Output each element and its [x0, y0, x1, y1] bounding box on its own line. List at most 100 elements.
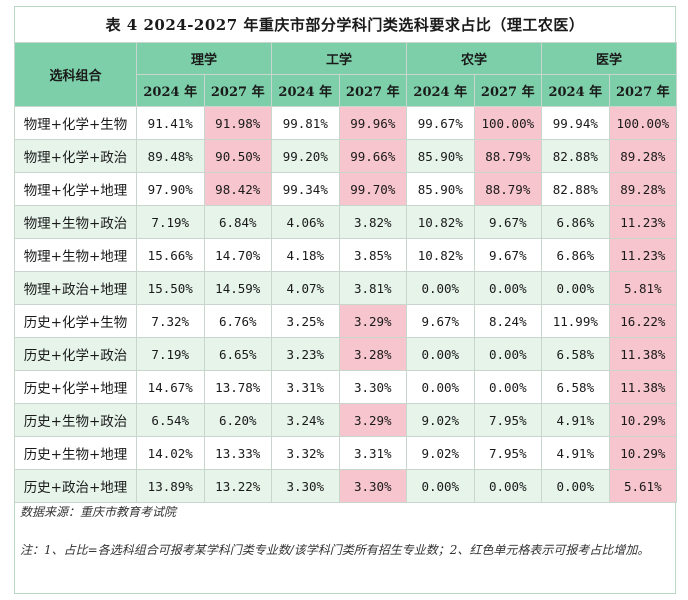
value-cell: 14.70%: [203, 238, 273, 272]
table-row: 物理+化学+地理 97.90% 98.42% 99.34% 99.70% 85.90% 88…: [14, 172, 678, 206]
value-cell: 4.91%: [541, 436, 610, 470]
group-header-medicine: 医学: [541, 42, 678, 75]
value-cell: 6.20%: [203, 403, 273, 437]
value-cell: 6.84%: [203, 205, 273, 239]
combo-cell: 历史+政治+地理: [14, 469, 137, 503]
value-cell: 88.79%: [473, 139, 543, 173]
combo-cell: 历史+化学+生物: [14, 304, 137, 338]
value-cell: 3.28%: [338, 337, 408, 371]
table-row: 物理+化学+政治 89.48% 90.50% 99.20% 99.66% 85.90% 88…: [14, 139, 678, 173]
value-cell: 7.19%: [136, 337, 205, 371]
value-cell: 3.85%: [338, 238, 408, 272]
value-cell: 88.79%: [473, 172, 543, 206]
value-cell: 99.94%: [541, 106, 610, 140]
value-cell: 13.22%: [203, 469, 273, 503]
value-cell: 89.48%: [136, 139, 205, 173]
value-cell: 0.00%: [406, 337, 475, 371]
group-header-agriculture: 农学: [406, 42, 543, 75]
table-row: 历史+生物+地理 14.02% 13.33% 3.32% 3.31% 9.02% 7.95%…: [14, 436, 678, 470]
value-cell: 3.24%: [271, 403, 340, 437]
year-header: 2027 年: [203, 74, 273, 107]
value-cell: 5.61%: [608, 469, 678, 503]
year-header: 2024 年: [136, 74, 205, 107]
value-cell: 0.00%: [406, 271, 475, 305]
combo-cell: 物理+化学+地理: [14, 172, 137, 206]
value-cell: 98.42%: [203, 172, 273, 206]
value-cell: 99.81%: [271, 106, 340, 140]
value-cell: 6.58%: [541, 370, 610, 404]
value-cell: 9.67%: [473, 238, 543, 272]
value-cell: 4.07%: [271, 271, 340, 305]
value-cell: 3.25%: [271, 304, 340, 338]
value-cell: 0.00%: [406, 370, 475, 404]
table-row: 历史+政治+地理 13.89% 13.22% 3.30% 3.30% 0.00% 0.00%…: [14, 469, 678, 503]
value-cell: 5.81%: [608, 271, 678, 305]
table-title: 表 4 2024-2027 年重庆市部分学科门类选科要求占比（理工农医）: [105, 15, 585, 34]
table-row: 物理+化学+生物 91.41% 91.98% 99.81% 99.96% 99.67% 10…: [14, 106, 678, 140]
value-cell: 6.58%: [541, 337, 610, 371]
value-cell: 99.67%: [406, 106, 475, 140]
value-cell: 10.29%: [608, 436, 678, 470]
data-table: 选科组合 理学 工学 农学 医学 2024 年 2027 年 2024 年 20…: [14, 42, 678, 503]
value-cell: 10.82%: [406, 238, 475, 272]
value-cell: 3.31%: [271, 370, 340, 404]
value-cell: 3.81%: [338, 271, 408, 305]
group-header-engineering: 工学: [271, 42, 408, 75]
value-cell: 0.00%: [473, 469, 543, 503]
value-cell: 7.32%: [136, 304, 205, 338]
value-cell: 100.00%: [608, 106, 678, 140]
value-cell: 9.02%: [406, 403, 475, 437]
value-cell: 14.67%: [136, 370, 205, 404]
table-row: 历史+化学+政治 7.19% 6.65% 3.23% 3.28% 0.00% 0.00% 6.…: [14, 337, 678, 371]
value-cell: 14.59%: [203, 271, 273, 305]
combo-header: 选科组合: [14, 42, 137, 107]
value-cell: 11.99%: [541, 304, 610, 338]
value-cell: 13.33%: [203, 436, 273, 470]
value-cell: 3.29%: [338, 304, 408, 338]
value-cell: 6.86%: [541, 238, 610, 272]
value-cell: 11.38%: [608, 370, 678, 404]
value-cell: 8.24%: [473, 304, 543, 338]
combo-cell: 历史+化学+政治: [14, 337, 137, 371]
value-cell: 99.34%: [271, 172, 340, 206]
value-cell: 82.88%: [541, 172, 610, 206]
value-cell: 13.78%: [203, 370, 273, 404]
value-cell: 99.96%: [338, 106, 408, 140]
group-header-science: 理学: [135, 42, 273, 75]
value-cell: 10.82%: [406, 205, 475, 239]
table-row: 历史+化学+生物 7.32% 6.76% 3.25% 3.29% 9.67% 8.24% 11…: [14, 304, 678, 338]
value-cell: 0.00%: [473, 271, 543, 305]
value-cell: 6.54%: [136, 403, 205, 437]
combo-cell: 物理+生物+地理: [14, 238, 137, 272]
value-cell: 14.02%: [136, 436, 205, 470]
table-row: 物理+政治+地理 15.50% 14.59% 4.07% 3.81% 0.00% 0.00%…: [14, 271, 678, 305]
value-cell: 7.95%: [473, 403, 543, 437]
value-cell: 11.23%: [608, 238, 678, 272]
combo-cell: 物理+生物+政治: [14, 205, 137, 239]
value-cell: 11.38%: [608, 337, 678, 371]
value-cell: 99.20%: [271, 139, 340, 173]
value-cell: 99.66%: [338, 139, 408, 173]
value-cell: 85.90%: [406, 172, 475, 206]
table-row: 物理+生物+地理 15.66% 14.70% 4.18% 3.85% 10.82% 9.67…: [14, 238, 678, 272]
value-cell: 13.89%: [136, 469, 205, 503]
value-cell: 91.98%: [203, 106, 273, 140]
value-cell: 4.06%: [271, 205, 340, 239]
value-cell: 4.18%: [271, 238, 340, 272]
value-cell: 0.00%: [473, 370, 543, 404]
value-cell: 9.67%: [406, 304, 475, 338]
value-cell: 3.82%: [338, 205, 408, 239]
value-cell: 3.32%: [271, 436, 340, 470]
year-header: 2024 年: [406, 74, 475, 107]
value-cell: 3.23%: [271, 337, 340, 371]
value-cell: 91.41%: [136, 106, 205, 140]
combo-cell: 历史+生物+政治: [14, 403, 137, 437]
value-cell: 6.86%: [541, 205, 610, 239]
value-cell: 89.28%: [608, 172, 678, 206]
year-header: 2024 年: [271, 74, 340, 107]
value-cell: 15.66%: [136, 238, 205, 272]
value-cell: 7.95%: [473, 436, 543, 470]
table-row: 历史+生物+政治 6.54% 6.20% 3.24% 3.29% 9.02% 7.95% 4.…: [14, 403, 678, 437]
value-cell: 11.23%: [608, 205, 678, 239]
combo-cell: 物理+化学+生物: [14, 106, 137, 140]
